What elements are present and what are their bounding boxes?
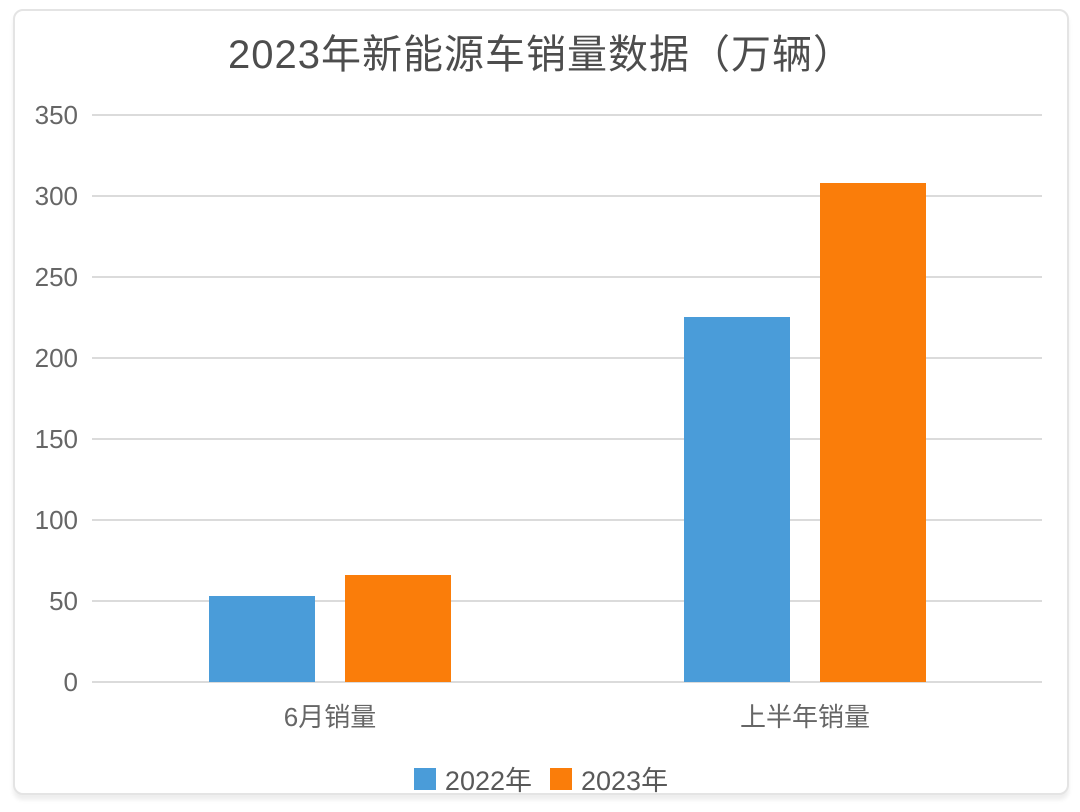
gridline xyxy=(92,195,1042,197)
x-axis-tick-label: 6月销量 xyxy=(283,702,377,732)
gridline xyxy=(92,600,1042,602)
legend-item: 2023年 xyxy=(550,759,668,798)
x-axis-tick-label: 上半年销量 xyxy=(739,702,870,732)
y-axis-tick-label: 250 xyxy=(34,262,78,292)
bar-2022年-6月销量 xyxy=(209,596,315,682)
gridline xyxy=(92,438,1042,440)
legend-label: 2023年 xyxy=(581,766,669,796)
plot-area: 0 50 100 150 200 250 300 350 6月销量 上半年销量 xyxy=(35,100,1042,732)
legend: 2022年 2023年 xyxy=(15,759,1067,798)
gridline xyxy=(92,519,1042,521)
gridline xyxy=(92,114,1042,116)
y-axis-tick-label: 50 xyxy=(49,586,78,616)
gridline xyxy=(92,681,1042,683)
y-axis-tick-label: 350 xyxy=(34,100,78,130)
chart-title: 2023年新能源车销量数据（万辆） xyxy=(228,33,854,77)
y-axis-tick-label: 150 xyxy=(34,424,78,454)
gridline xyxy=(92,357,1042,359)
legend-item: 2022年 xyxy=(413,759,532,798)
legend-label: 2022年 xyxy=(444,766,532,796)
bar-2022年-上半年销量 xyxy=(684,317,790,682)
y-axis-tick-label: 300 xyxy=(34,181,78,211)
gridline xyxy=(92,276,1042,278)
legend-swatch-icon xyxy=(550,767,572,790)
bar-2023年-上半年销量 xyxy=(820,183,926,682)
y-axis-tick-label: 100 xyxy=(34,505,78,535)
y-axis-tick-label: 200 xyxy=(34,343,78,373)
legend-swatch-icon xyxy=(413,767,436,790)
bar-2023年-6月销量 xyxy=(345,575,451,682)
chart-card: 2023年新能源车销量数据（万辆） 0 50 100 150 200 250 300 350 6… xyxy=(13,9,1069,798)
y-axis-tick-label: 0 xyxy=(63,667,78,697)
